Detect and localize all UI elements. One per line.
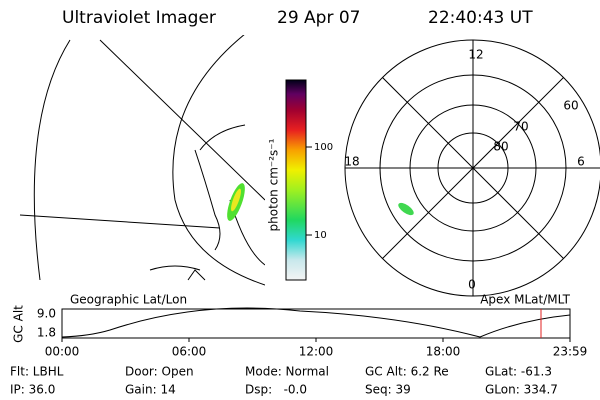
mlat-label: 80 [493,140,508,154]
info-field: Dsp: -0.0 [245,383,307,397]
polar-plot [344,39,600,297]
mlt-label: 12 [468,48,483,62]
map-label: Geographic Lat/Lon [70,293,187,307]
y-tick-label: 1.8 [37,326,56,340]
y-axis-label: GC Alt [12,305,26,343]
timeline-frame [61,308,571,339]
mlat-label: 70 [513,120,528,134]
info-field: Seq: 39 [365,383,411,397]
mlt-label: 0 [468,278,476,292]
info-field: Gain: 14 [125,383,176,397]
info-field: GC Alt: 6.2 Re [365,365,449,379]
colorbar [285,79,307,281]
mlt-label: 6 [577,155,585,169]
time: 22:40:43 UT [428,8,533,28]
geographic-map [19,35,265,286]
info-field: Mode: Normal [245,365,329,379]
info-field: Door: Open [125,365,194,379]
x-tick-label: 12:00 [299,345,334,359]
x-tick-label: 23:59 [553,345,588,359]
title: Ultraviolet Imager [62,8,216,28]
mlat-label: 60 [563,99,578,113]
x-tick-label: 18:00 [426,345,461,359]
x-tick-label: 00:00 [45,345,80,359]
x-tick-label: 06:00 [172,345,207,359]
date: 29 Apr 07 [277,8,360,28]
info-field: GLon: 334.7 [485,383,558,397]
colorbar-tick-label: 10 [314,230,327,241]
colorbar-label: photon cm⁻²s⁻¹ [267,138,281,231]
polar-label: Apex MLat/MLT [480,293,570,307]
colorbar-tick-label: 100 [314,142,333,153]
altitude-curve [61,307,571,338]
y-tick-label: 9.0 [37,307,56,321]
info-field: IP: 36.0 [10,383,55,397]
info-field: GLat: -61.3 [485,365,552,379]
mlt-label: 18 [344,155,359,169]
info-field: Flt: LBHL [10,365,64,379]
